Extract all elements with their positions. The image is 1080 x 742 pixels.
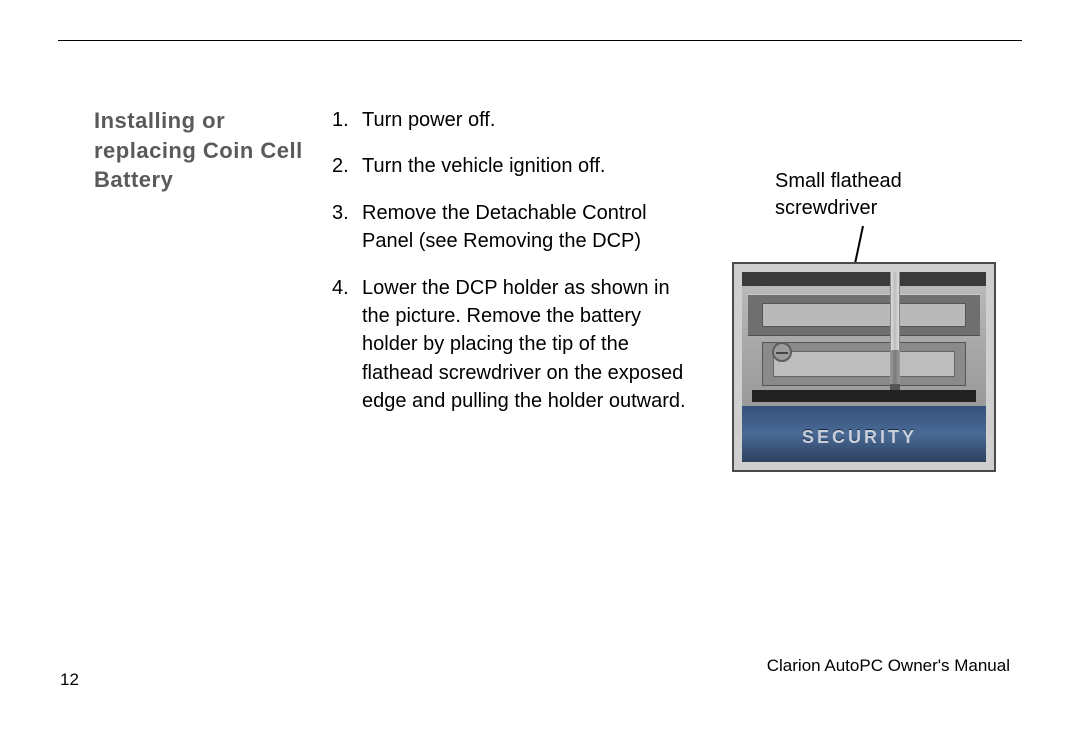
step-item: 2. Turn the vehicle ignition off. (332, 152, 692, 180)
manual-page: Installing or replacing Coin Cell Batter… (0, 0, 1080, 742)
page-number: 12 (60, 670, 79, 690)
instruction-figure: SECURITY (732, 262, 996, 472)
top-rule (58, 40, 1022, 41)
footer-manual-title: Clarion AutoPC Owner's Manual (767, 656, 1010, 676)
figure-upper-bar-inset (762, 303, 966, 327)
figure-inner: SECURITY (742, 272, 986, 462)
step-text: Turn the vehicle ignition off. (362, 152, 692, 180)
figure-callout-label: Small flathead screwdriver (775, 168, 975, 222)
figure-security-label: SECURITY (802, 427, 917, 448)
step-text: Lower the DCP holder as shown in the pic… (362, 274, 692, 416)
step-number: 3. (332, 199, 362, 256)
step-item: 1. Turn power off. (332, 106, 692, 134)
figure-screw-icon (772, 342, 792, 362)
figure-black-strip (752, 390, 976, 402)
figure-dcp-slot-inner (773, 351, 955, 377)
section-heading: Installing or replacing Coin Cell Batter… (94, 106, 304, 195)
step-text: Remove the Detachable Control Panel (see… (362, 199, 692, 256)
instruction-steps: 1. Turn power off. 2. Turn the vehicle i… (332, 106, 692, 434)
step-item: 3. Remove the Detachable Control Panel (… (332, 199, 692, 256)
figure-top-band (742, 272, 986, 286)
figure-dcp-slot (762, 342, 966, 386)
step-item: 4. Lower the DCP holder as shown in the … (332, 274, 692, 416)
figure-security-panel: SECURITY (742, 406, 986, 462)
screwdriver-tip-icon (890, 350, 900, 384)
figure-upper-bar (748, 294, 980, 336)
step-number: 2. (332, 152, 362, 180)
screwdriver-shaft-icon (890, 272, 900, 352)
step-number: 4. (332, 274, 362, 416)
step-number: 1. (332, 106, 362, 134)
step-text: Turn power off. (362, 106, 692, 134)
